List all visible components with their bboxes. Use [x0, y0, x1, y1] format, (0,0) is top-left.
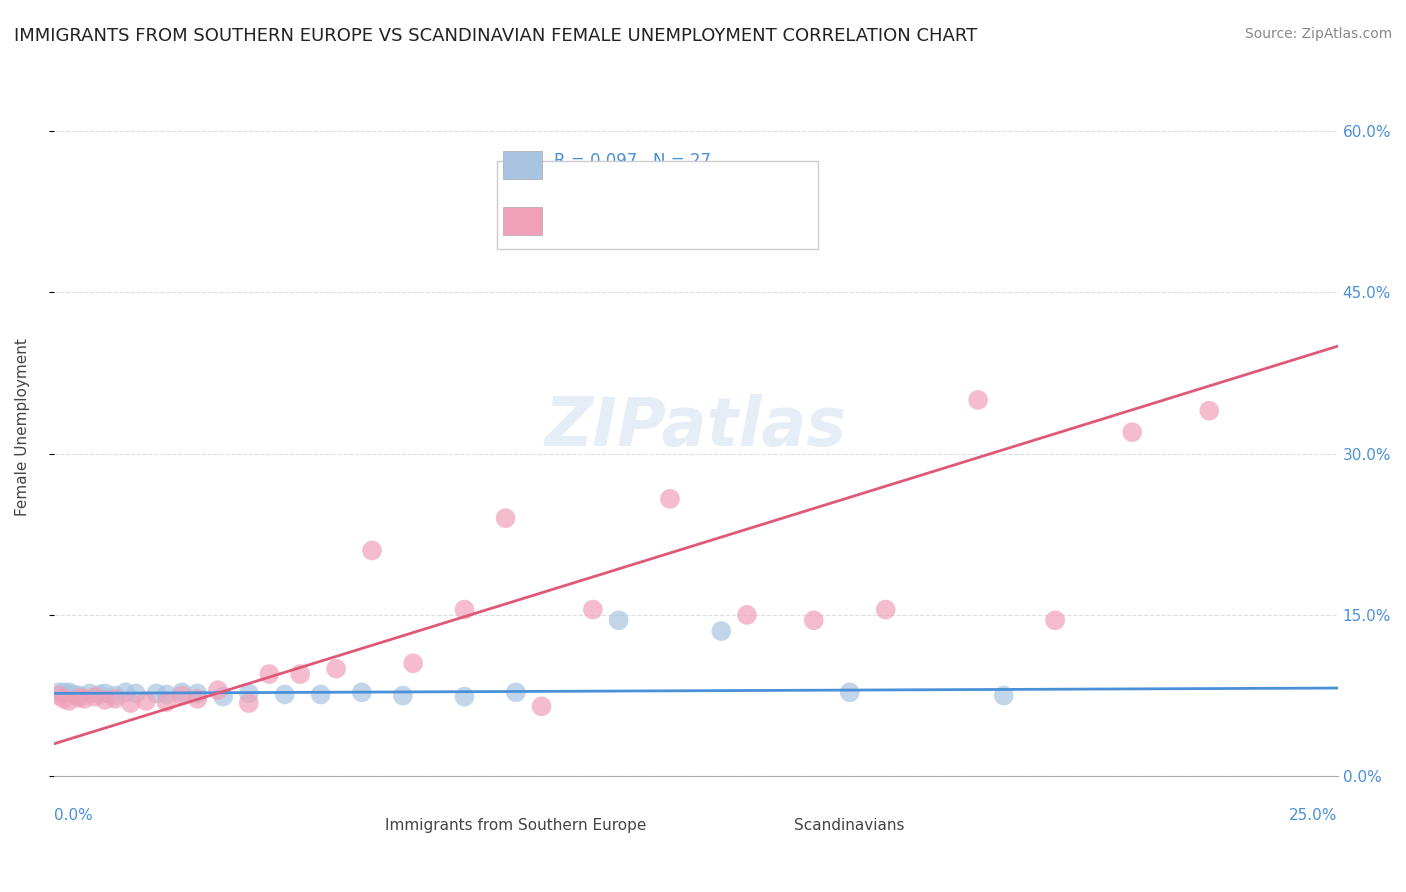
Point — [104, 691, 127, 706]
Point — [135, 694, 157, 708]
Point — [145, 686, 167, 700]
Point — [67, 689, 90, 703]
Point — [170, 689, 193, 703]
Point — [361, 543, 384, 558]
Point — [453, 602, 475, 616]
Point — [207, 683, 229, 698]
Point — [803, 613, 825, 627]
Point — [170, 685, 193, 699]
Point — [392, 689, 415, 703]
Point — [125, 686, 148, 700]
Point — [453, 690, 475, 704]
Point — [94, 686, 117, 700]
Point — [259, 667, 281, 681]
Point — [505, 685, 527, 699]
Text: Source: ZipAtlas.com: Source: ZipAtlas.com — [1244, 27, 1392, 41]
Point — [238, 686, 260, 700]
Text: 0.0%: 0.0% — [53, 807, 93, 822]
Point — [350, 685, 373, 699]
Point — [875, 602, 897, 616]
Point — [710, 624, 733, 638]
Point — [530, 699, 553, 714]
Point — [309, 688, 332, 702]
Text: R = 0.647   N = 32: R = 0.647 N = 32 — [554, 208, 711, 227]
Point — [94, 693, 117, 707]
Point — [58, 694, 80, 708]
Point — [582, 602, 605, 616]
Text: 25.0%: 25.0% — [1289, 807, 1337, 822]
Point — [58, 685, 80, 699]
Point — [73, 691, 96, 706]
Point — [607, 613, 630, 627]
Text: R = 0.097   N = 27: R = 0.097 N = 27 — [554, 153, 711, 170]
Text: IMMIGRANTS FROM SOUTHERN EUROPE VS SCANDINAVIAN FEMALE UNEMPLOYMENT CORRELATION : IMMIGRANTS FROM SOUTHERN EUROPE VS SCAND… — [14, 27, 977, 45]
Point — [52, 691, 75, 706]
Point — [48, 689, 70, 703]
Point — [838, 685, 860, 699]
FancyBboxPatch shape — [503, 207, 541, 235]
FancyBboxPatch shape — [503, 151, 541, 178]
Point — [67, 690, 90, 705]
Text: ZIPatlas: ZIPatlas — [544, 393, 846, 459]
Point — [658, 491, 681, 506]
Point — [238, 696, 260, 710]
Point — [288, 667, 311, 681]
FancyBboxPatch shape — [433, 805, 461, 827]
Point — [967, 392, 990, 407]
FancyBboxPatch shape — [754, 805, 782, 827]
Point — [89, 688, 111, 702]
Text: Immigrants from Southern Europe: Immigrants from Southern Europe — [385, 818, 647, 833]
Point — [155, 688, 177, 702]
Text: Scandinavians: Scandinavians — [794, 818, 905, 833]
Point — [993, 689, 1015, 703]
Point — [1043, 613, 1066, 627]
Point — [1121, 425, 1143, 440]
Point — [186, 686, 208, 700]
Point — [52, 685, 75, 699]
Point — [63, 688, 86, 702]
Point — [186, 691, 208, 706]
Point — [155, 695, 177, 709]
FancyBboxPatch shape — [496, 161, 818, 249]
Point — [274, 688, 297, 702]
Point — [735, 607, 758, 622]
Point — [495, 511, 517, 525]
Point — [104, 689, 127, 703]
Point — [83, 690, 105, 704]
Point — [402, 657, 425, 671]
Y-axis label: Female Unemployment: Female Unemployment — [15, 338, 30, 516]
Point — [114, 685, 136, 699]
Point — [325, 662, 347, 676]
Point — [79, 686, 101, 700]
Point — [120, 696, 142, 710]
Point — [1198, 403, 1220, 417]
Point — [48, 685, 70, 699]
Point — [212, 690, 235, 704]
